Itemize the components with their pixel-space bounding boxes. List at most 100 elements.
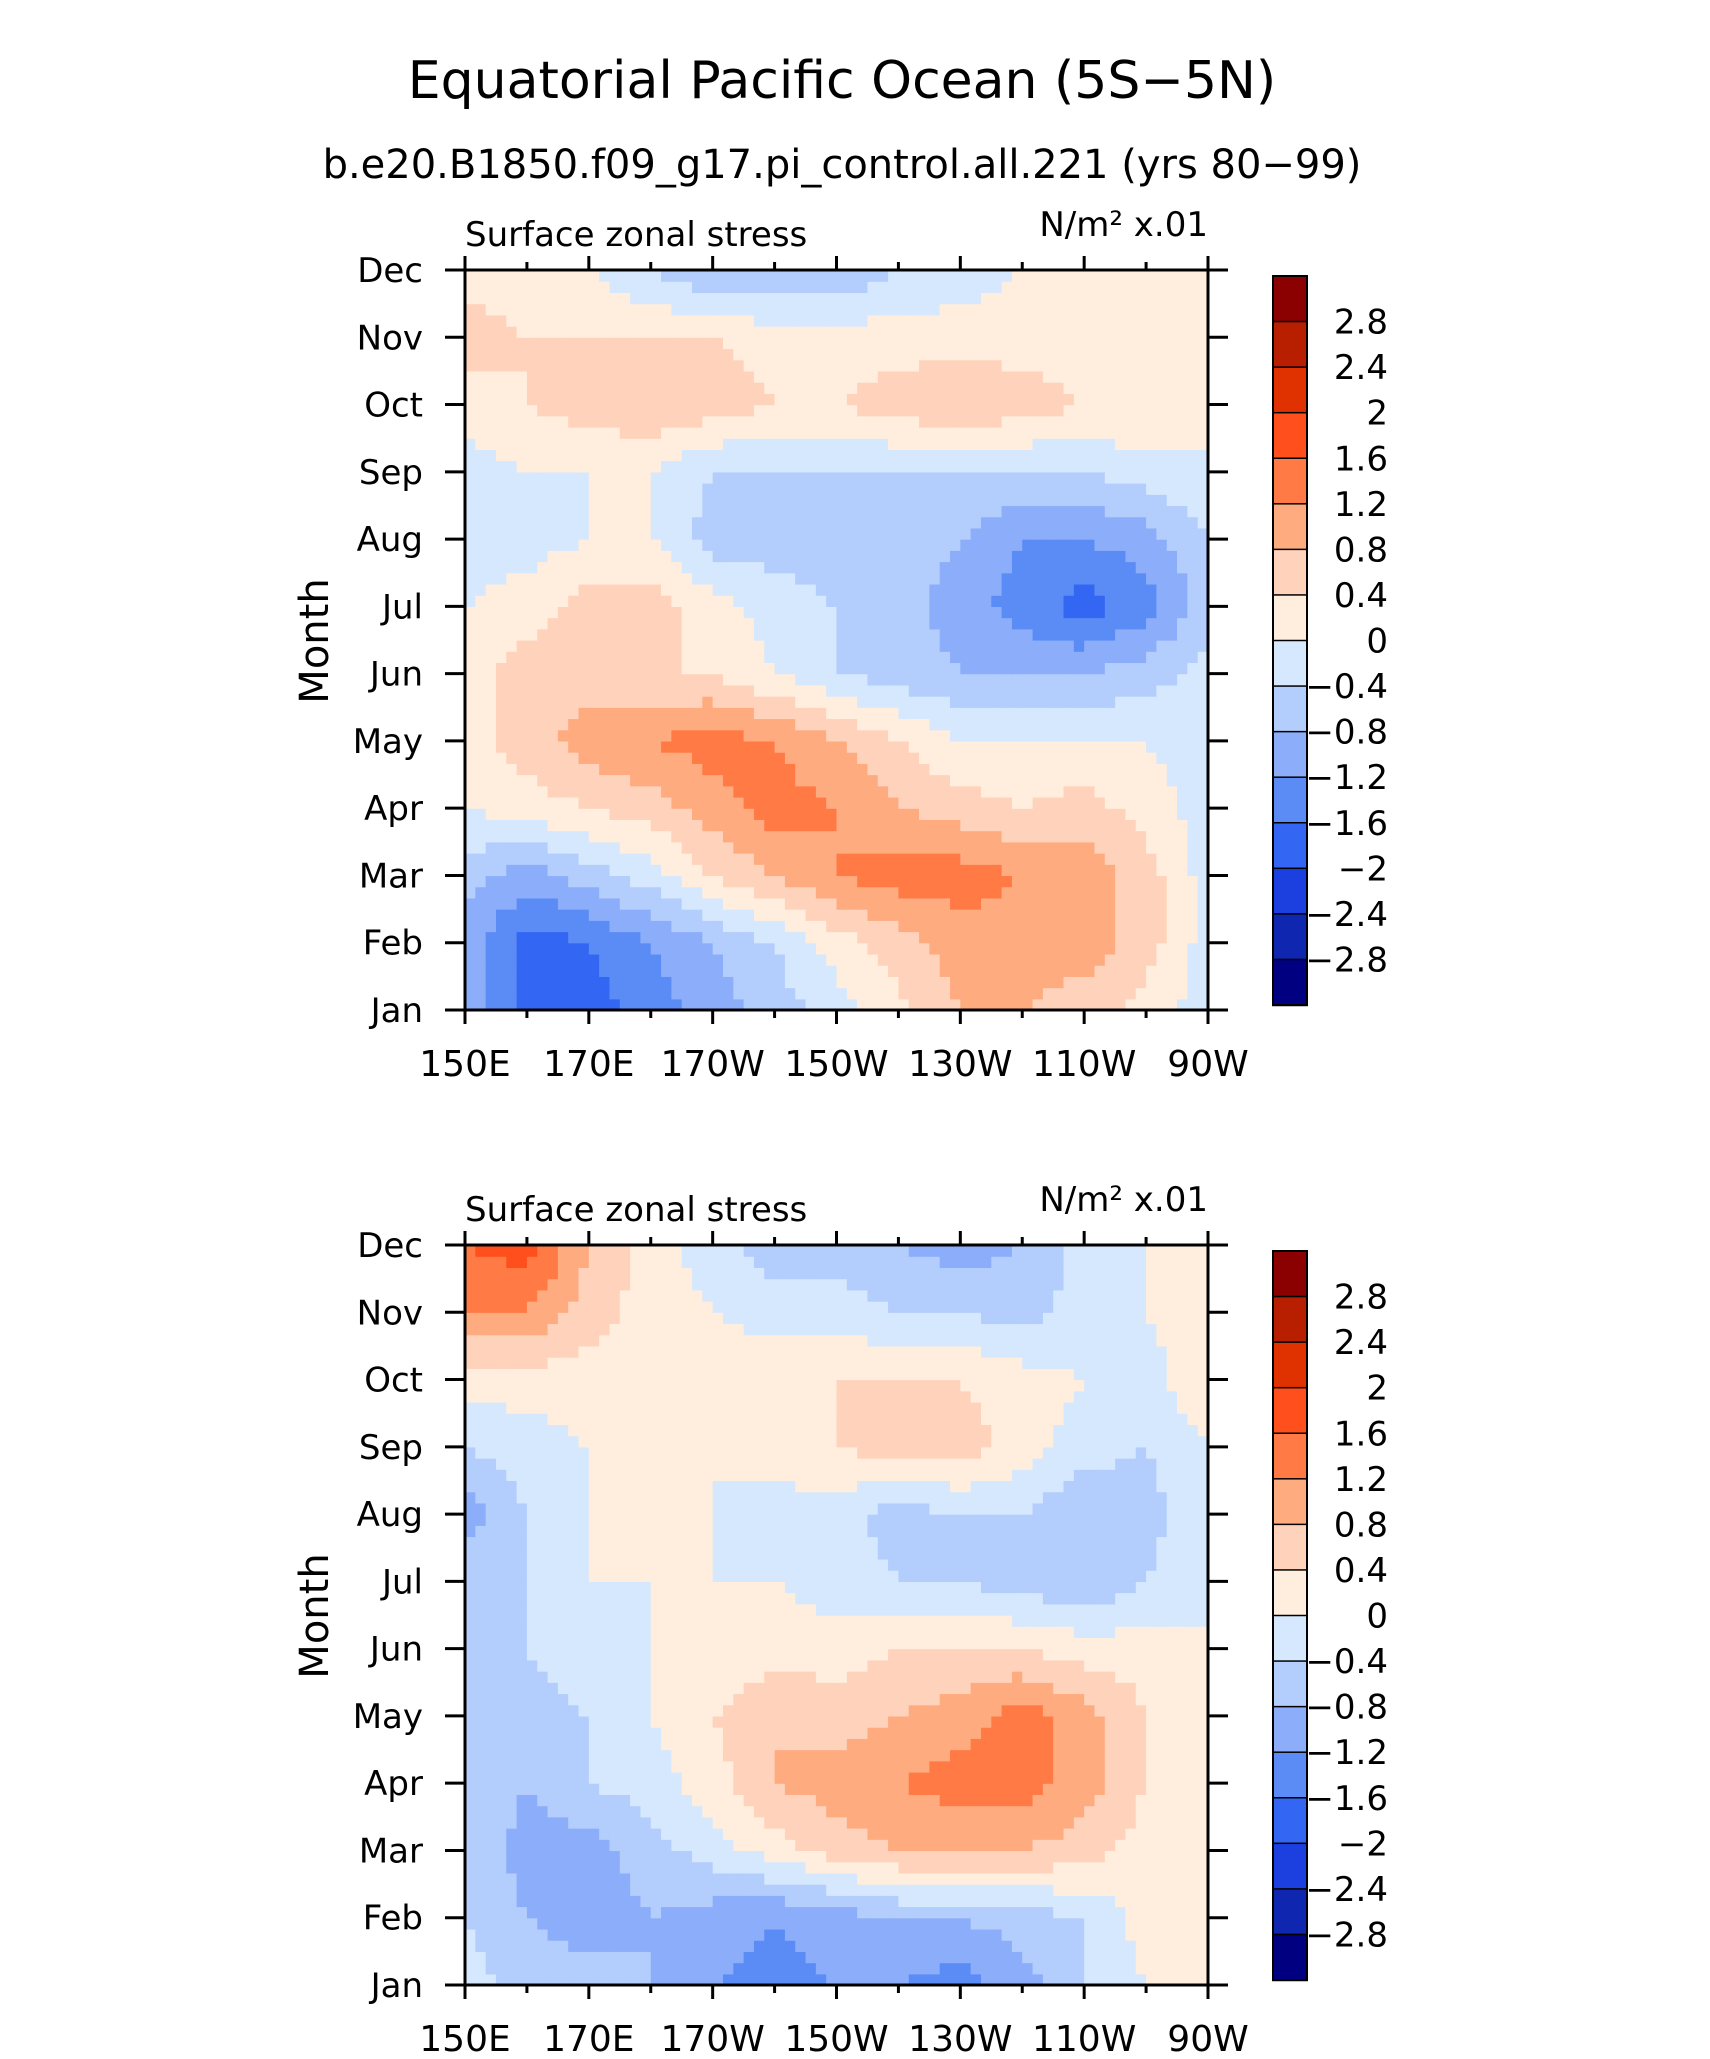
heatmap-cell [1053, 326, 1065, 338]
heatmap-cell [929, 909, 941, 921]
heatmap-cell [465, 942, 476, 955]
heatmap-cell [877, 931, 889, 944]
heatmap-cell [733, 998, 745, 1011]
heatmap-cell [836, 370, 848, 383]
heatmap-cell [1011, 864, 1023, 877]
heatmap-cell [836, 359, 848, 372]
heatmap-cell [1125, 718, 1137, 731]
heatmap-cell [692, 841, 703, 854]
heatmap-cell [743, 763, 755, 776]
heatmap-cell [1001, 696, 1013, 708]
heatmap-cell [1156, 516, 1168, 529]
heatmap-cell [950, 359, 961, 372]
heatmap-cell [733, 314, 745, 327]
heatmap-cell [537, 953, 549, 966]
heatmap-cell [650, 550, 662, 563]
heatmap-cell [1073, 270, 1085, 282]
heatmap-cell [557, 326, 569, 338]
heatmap-cell [1084, 583, 1096, 596]
heatmap-cell [929, 606, 941, 619]
heatmap-cell [1073, 640, 1085, 652]
heatmap-cell [568, 662, 580, 675]
heatmap-cell [753, 853, 765, 865]
heatmap-cell [764, 841, 776, 854]
heatmap-cell [888, 359, 900, 372]
heatmap-cell [1146, 909, 1157, 921]
heatmap-cell [1032, 909, 1044, 921]
heatmap-cell [950, 393, 961, 406]
heatmap-cell [1166, 920, 1178, 933]
heatmap-cell [671, 606, 683, 619]
heatmap-cell [939, 662, 951, 675]
heatmap-cell [1187, 505, 1199, 518]
heatmap-cell [650, 303, 662, 316]
heatmap-cell [609, 920, 621, 933]
heatmap-cell [774, 1962, 786, 1975]
heatmap-cell [1146, 370, 1157, 383]
heatmap-cell [846, 808, 858, 820]
heatmap-cell [960, 460, 972, 473]
heatmap-cell [1053, 931, 1065, 944]
heatmap-cell [1156, 740, 1168, 753]
heatmap-cell [1197, 303, 1209, 316]
heatmap-cell [537, 449, 549, 462]
heatmap-cell [1125, 684, 1137, 697]
heatmap-cell [537, 875, 549, 888]
heatmap-cell [950, 449, 961, 462]
y-tick-label: Oct [364, 386, 423, 426]
heatmap-cell [568, 393, 580, 406]
heatmap-cell [795, 841, 807, 854]
heatmap-cell [1063, 796, 1075, 809]
heatmap-cell [692, 382, 703, 394]
heatmap-cell [1032, 449, 1044, 462]
heatmap-cell [650, 606, 662, 619]
heatmap-cell [506, 942, 518, 955]
heatmap-cell [609, 897, 621, 910]
heatmap-cell [1146, 796, 1157, 809]
heatmap-cell [815, 830, 827, 843]
heatmap-cell [774, 303, 786, 316]
heatmap-cell [733, 909, 745, 921]
heatmap-cell [702, 393, 714, 406]
heatmap-cell [547, 527, 559, 540]
heatmap-cell [516, 752, 528, 764]
heatmap-cell [630, 483, 642, 495]
heatmap-cell [857, 976, 869, 989]
heatmap-cell [784, 740, 796, 753]
heatmap-cell [950, 931, 961, 944]
heatmap-cell [681, 314, 693, 327]
heatmap-cell [784, 505, 796, 518]
heatmap-cell [485, 449, 497, 462]
heatmap-cell [475, 920, 487, 933]
heatmap-cell [980, 718, 992, 731]
heatmap-cell [1187, 270, 1199, 282]
heatmap-cell [547, 494, 559, 507]
heatmap-cell [1084, 550, 1096, 563]
heatmap-cell [671, 763, 683, 776]
heatmap-cell [815, 662, 827, 675]
heatmap-cell [526, 516, 538, 529]
heatmap-cell [1104, 897, 1116, 910]
heatmap-cell [960, 808, 972, 820]
heatmap-cell [753, 628, 765, 641]
heatmap-cell [692, 438, 703, 450]
heatmap-cell [599, 494, 611, 507]
heatmap-cell [526, 976, 538, 989]
heatmap-cell [1063, 696, 1075, 708]
heatmap-cell [475, 326, 487, 338]
heatmap-cell [846, 628, 858, 641]
heatmap-cell [692, 415, 703, 428]
heatmap-cell [516, 998, 528, 1011]
heatmap-cell [1042, 853, 1054, 865]
heatmap-cell [805, 953, 817, 966]
heatmap-cell [568, 897, 580, 910]
heatmap-cell [1053, 998, 1065, 1011]
heatmap-cell [888, 527, 900, 540]
heatmap-cell [1125, 1973, 1137, 1986]
heatmap-cell [1104, 550, 1116, 563]
heatmap-cell [671, 539, 683, 551]
heatmap-cell [795, 404, 807, 417]
heatmap-cell [485, 370, 497, 383]
heatmap-cell [609, 606, 621, 619]
heatmap-cell [1197, 707, 1209, 720]
